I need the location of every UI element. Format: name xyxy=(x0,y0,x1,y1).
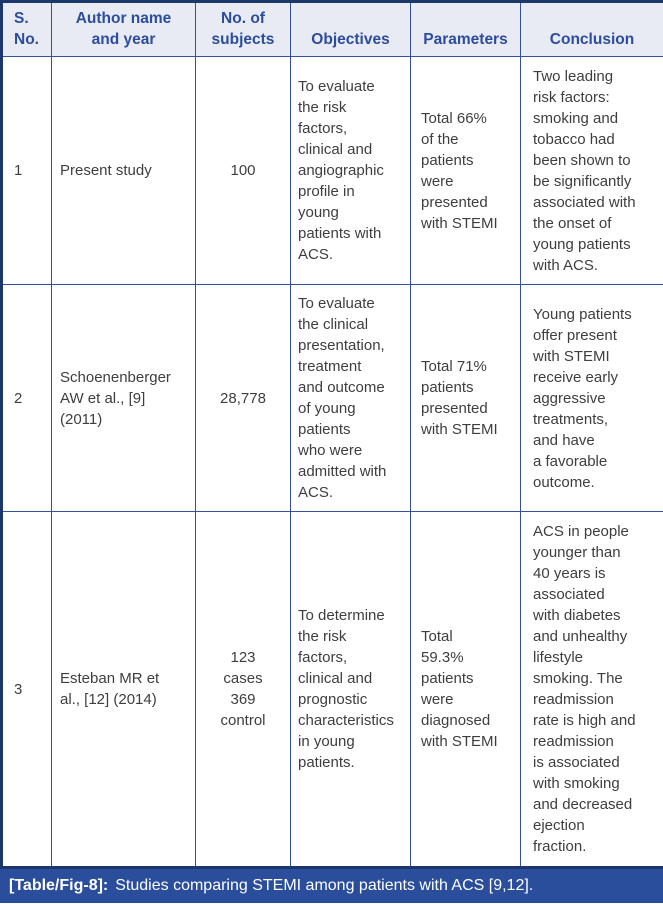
cell-parameters: Total 71% patients presented with STEMI xyxy=(410,284,521,512)
table-row: 2 Schoenenberger AW et al., [9] (2011) 2… xyxy=(1,284,663,512)
cell-objectives: To determine the risk factors, clinical … xyxy=(290,511,411,868)
studies-comparison-table: S. No. Author name and year No. of subje… xyxy=(0,0,663,869)
header-cell-sno: S. No. xyxy=(1,1,52,57)
cell-objectives: To evaluate the risk factors, clinical a… xyxy=(290,56,411,285)
cell-sno: 3 xyxy=(1,511,52,868)
cell-objectives: To evaluate the clinical presentation, t… xyxy=(290,284,411,512)
table-header-row: S. No. Author name and year No. of subje… xyxy=(1,1,663,57)
caption-text: Studies comparing STEMI among patients w… xyxy=(115,877,534,894)
header-cell-parameters: Parameters xyxy=(410,1,521,57)
cell-parameters: Total 66% of the patients were presented… xyxy=(410,56,521,285)
cell-author: Schoenenberger AW et al., [9] (2011) xyxy=(51,284,196,512)
header-cell-objectives: Objectives xyxy=(290,1,411,57)
cell-parameters: Total 59.3% patients were diagnosed with… xyxy=(410,511,521,868)
cell-conclusion: Two leading risk factors: smoking and to… xyxy=(520,56,663,285)
cell-conclusion: ACS in people younger than 40 years is a… xyxy=(520,511,663,868)
cell-subjects: 28,778 xyxy=(195,284,291,512)
caption-figure-label: [Table/Fig-8]: xyxy=(9,877,109,894)
cell-author: Present study xyxy=(51,56,196,285)
header-cell-no-of-subjects: No. of subjects xyxy=(195,1,291,57)
cell-subjects: 100 xyxy=(195,56,291,285)
header-cell-author-name-year: Author name and year xyxy=(51,1,196,57)
table-caption: [Table/Fig-8]: Studies comparing STEMI a… xyxy=(0,869,663,903)
table-row: 1 Present study 100 To evaluate the risk… xyxy=(1,56,663,285)
header-cell-conclusion: Conclusion xyxy=(520,1,663,57)
cell-sno: 2 xyxy=(1,284,52,512)
cell-author: Esteban MR et al., [12] (2014) xyxy=(51,511,196,868)
cell-subjects: 123 cases 369 control xyxy=(195,511,291,868)
table-row: 3 Esteban MR et al., [12] (2014) 123 cas… xyxy=(1,511,663,868)
cell-conclusion: Young patients offer present with STEMI … xyxy=(520,284,663,512)
cell-sno: 1 xyxy=(1,56,52,285)
